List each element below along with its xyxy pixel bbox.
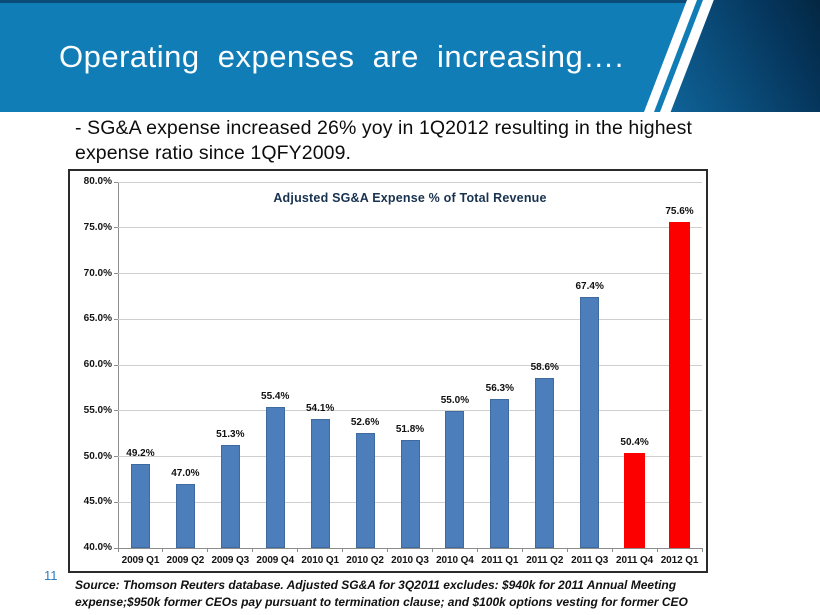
bar-value-label: 55.0% xyxy=(440,394,470,406)
bar-value-label: 49.2% xyxy=(126,447,155,459)
bar-value-label: 67.4% xyxy=(575,281,604,293)
bar-2012-q1 xyxy=(669,222,691,548)
y-axis-tick-label: 80.0% xyxy=(83,176,112,187)
y-axis-tick xyxy=(114,273,118,274)
x-axis-category-label: 2011 Q1 xyxy=(481,555,519,566)
x-axis-tick xyxy=(207,548,209,552)
bar-value-label: 51.8% xyxy=(395,424,425,436)
gridline xyxy=(118,227,702,229)
x-axis-tick xyxy=(342,548,344,552)
bullet-line-1: - SG&A expense increased 26% yoy in 1Q20… xyxy=(75,117,692,139)
gridline xyxy=(118,410,702,412)
y-axis-tick-label: 55.0% xyxy=(83,404,112,416)
y-axis-tick-label: 50.0% xyxy=(83,450,112,462)
y-axis-tick-label: 65.0% xyxy=(83,313,112,325)
x-axis-tick xyxy=(387,548,389,552)
source-line-1: Source: Thomson Reuters database. Adjust… xyxy=(75,578,677,592)
header-top-accent-bar xyxy=(0,0,690,3)
bar-value-label: 54.1% xyxy=(305,402,335,414)
bar-2010-q3 xyxy=(400,440,420,548)
y-axis-tick xyxy=(114,227,118,229)
page-number: 11 xyxy=(44,568,58,583)
gridline xyxy=(118,318,702,320)
y-axis-tick-label: 75.0% xyxy=(83,221,112,233)
x-axis-tick xyxy=(566,548,568,552)
chart-plot-area: Adjusted SG&A Expense % of Total Revenue… xyxy=(84,176,703,566)
x-axis-category-label: 2011 Q3 xyxy=(571,555,609,566)
y-axis-tick xyxy=(114,456,118,457)
y-axis-tick xyxy=(114,181,118,183)
y-axis-tick xyxy=(114,318,118,320)
x-axis-tick xyxy=(297,548,299,552)
bar-2010-q4 xyxy=(445,410,465,548)
bar-value-label: 47.0% xyxy=(171,467,200,479)
x-axis-category-label: 2009 Q4 xyxy=(256,555,295,566)
bar-2009-q3 xyxy=(220,444,240,548)
x-axis-category-label: 2009 Q2 xyxy=(166,555,205,566)
x-axis-category-label: 2010 Q3 xyxy=(391,555,429,566)
bar-2011-q3 xyxy=(580,297,600,548)
slide-title: Operating expenses are increasing…. xyxy=(59,39,624,74)
x-axis-tick xyxy=(701,548,703,552)
bar-2009-q2 xyxy=(175,483,195,548)
y-axis-tick xyxy=(114,501,118,503)
x-axis-tick xyxy=(656,548,658,552)
x-axis-category-label: 2009 Q3 xyxy=(211,555,250,566)
bar-value-label: 75.6% xyxy=(665,206,694,218)
bar-value-label: 50.4% xyxy=(620,436,649,448)
bar-2010-q1 xyxy=(310,418,330,548)
bar-chart: Adjusted SG&A Expense % of Total Revenue… xyxy=(68,169,708,573)
bar-value-label: 55.4% xyxy=(261,391,290,403)
source-note: Source: Thomson Reuters database. Adjust… xyxy=(75,577,785,610)
y-axis-tick-label: 40.0% xyxy=(83,542,112,553)
chart-title: Adjusted SG&A Expense % of Total Revenue xyxy=(273,191,547,205)
gridline xyxy=(118,364,702,366)
gridline xyxy=(118,273,702,274)
bar-2011-q4 xyxy=(624,452,646,548)
x-axis-line xyxy=(118,548,702,549)
bar-value-label: 58.6% xyxy=(530,361,559,373)
bar-2009-q1 xyxy=(130,463,150,548)
x-axis-category-label: 2009 Q1 xyxy=(121,555,160,566)
bar-value-label: 51.3% xyxy=(216,428,245,440)
bullet-text: - SG&A expense increased 26% yoy in 1Q20… xyxy=(75,116,775,166)
source-line-2: expense;$950k former CEOs pay pursuant t… xyxy=(75,594,688,609)
x-axis-tick xyxy=(162,548,164,552)
x-axis-tick xyxy=(117,548,119,552)
x-axis-category-label: 2012 Q1 xyxy=(660,555,699,566)
y-axis-tick-label: 70.0% xyxy=(83,267,112,279)
x-axis-category-label: 2011 Q4 xyxy=(616,555,654,566)
bullet-line-2: expense ratio since 1QFY2009. xyxy=(75,142,352,164)
bar-2010-q2 xyxy=(355,432,375,548)
x-axis-category-label: 2011 Q2 xyxy=(526,555,564,566)
slide-header: Operating expenses are increasing…. xyxy=(0,0,820,112)
y-axis-tick-label: 45.0% xyxy=(83,496,112,508)
x-axis-category-label: 2010 Q4 xyxy=(436,555,474,566)
x-axis-tick xyxy=(611,548,613,552)
x-axis-tick xyxy=(476,548,478,552)
gridline xyxy=(118,181,702,183)
x-axis-tick xyxy=(521,548,523,552)
y-axis-tick xyxy=(114,364,118,366)
bar-2011-q2 xyxy=(535,377,555,548)
bar-2009-q4 xyxy=(265,407,285,548)
y-axis-tick xyxy=(114,410,118,412)
bar-2011-q1 xyxy=(490,398,510,548)
bar-value-label: 56.3% xyxy=(485,382,515,394)
x-axis-tick xyxy=(431,548,433,552)
y-axis-tick xyxy=(114,547,118,549)
x-axis-category-label: 2010 Q1 xyxy=(301,555,339,566)
x-axis-tick xyxy=(252,548,254,552)
y-axis-tick-label: 60.0% xyxy=(83,359,112,370)
bar-value-label: 52.6% xyxy=(350,416,380,428)
x-axis-category-label: 2010 Q2 xyxy=(346,555,384,566)
